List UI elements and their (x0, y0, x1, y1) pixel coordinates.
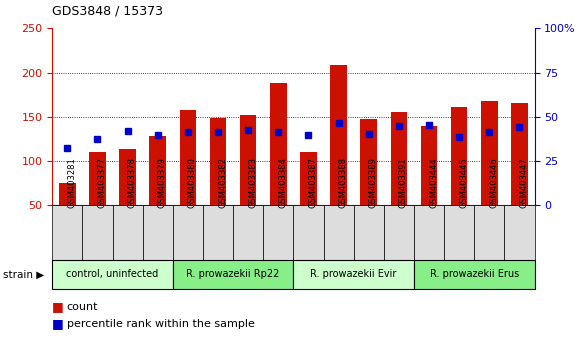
Bar (263, 205, 293, 260)
Bar (293, 260, 414, 289)
Bar (270, 83, 286, 250)
Bar (324, 205, 354, 260)
Bar (293, 205, 324, 260)
Text: GSM403382: GSM403382 (218, 157, 227, 208)
Bar (143, 205, 173, 260)
Text: GSM403379: GSM403379 (158, 157, 167, 208)
Bar (83, 205, 113, 260)
Bar (89, 152, 106, 250)
Bar (390, 112, 407, 250)
Text: ■: ■ (52, 300, 68, 313)
Bar (444, 205, 474, 260)
Text: GSM403445: GSM403445 (459, 158, 468, 208)
Bar (210, 118, 227, 250)
Bar (421, 126, 437, 250)
Text: R. prowazekii Erus: R. prowazekii Erus (429, 269, 519, 279)
Bar (52, 260, 173, 289)
Text: GSM403391: GSM403391 (399, 157, 408, 208)
Bar (233, 205, 263, 260)
Bar (180, 110, 196, 250)
Bar (173, 205, 203, 260)
Text: GSM403384: GSM403384 (278, 157, 288, 208)
Bar (414, 205, 444, 260)
Text: GSM403377: GSM403377 (98, 157, 106, 208)
Bar (59, 183, 76, 250)
Text: percentile rank within the sample: percentile rank within the sample (67, 319, 254, 330)
Text: control, uninfected: control, uninfected (66, 269, 159, 279)
Bar (52, 205, 83, 260)
Text: GSM403387: GSM403387 (309, 157, 317, 208)
Bar (360, 120, 377, 250)
Bar (511, 103, 528, 250)
Bar (481, 101, 497, 250)
Text: GSM403383: GSM403383 (248, 157, 257, 208)
Bar (451, 107, 468, 250)
Text: GSM403281: GSM403281 (67, 157, 76, 208)
Text: GSM403380: GSM403380 (188, 157, 197, 208)
Text: GSM403388: GSM403388 (339, 157, 347, 208)
Bar (203, 205, 233, 260)
Bar (504, 205, 535, 260)
Bar (113, 205, 143, 260)
Text: GSM403447: GSM403447 (519, 157, 529, 208)
Bar (119, 149, 136, 250)
Text: R. prowazekii Rp22: R. prowazekii Rp22 (187, 269, 280, 279)
Bar (474, 205, 504, 260)
Text: GSM403446: GSM403446 (489, 157, 498, 208)
Text: GSM403444: GSM403444 (429, 158, 438, 208)
Text: R. prowazekii Evir: R. prowazekii Evir (310, 269, 397, 279)
Bar (331, 65, 347, 250)
Bar (354, 205, 384, 260)
Bar (149, 136, 166, 250)
Bar (384, 205, 414, 260)
Text: strain ▶: strain ▶ (3, 269, 44, 279)
Text: GDS3848 / 15373: GDS3848 / 15373 (52, 5, 163, 18)
Text: GSM403389: GSM403389 (369, 157, 378, 208)
Text: count: count (67, 302, 98, 312)
Bar (300, 152, 317, 250)
Bar (240, 115, 256, 250)
Bar (173, 260, 293, 289)
Text: GSM403378: GSM403378 (128, 157, 137, 208)
Text: ■: ■ (52, 318, 68, 330)
Bar (414, 260, 535, 289)
